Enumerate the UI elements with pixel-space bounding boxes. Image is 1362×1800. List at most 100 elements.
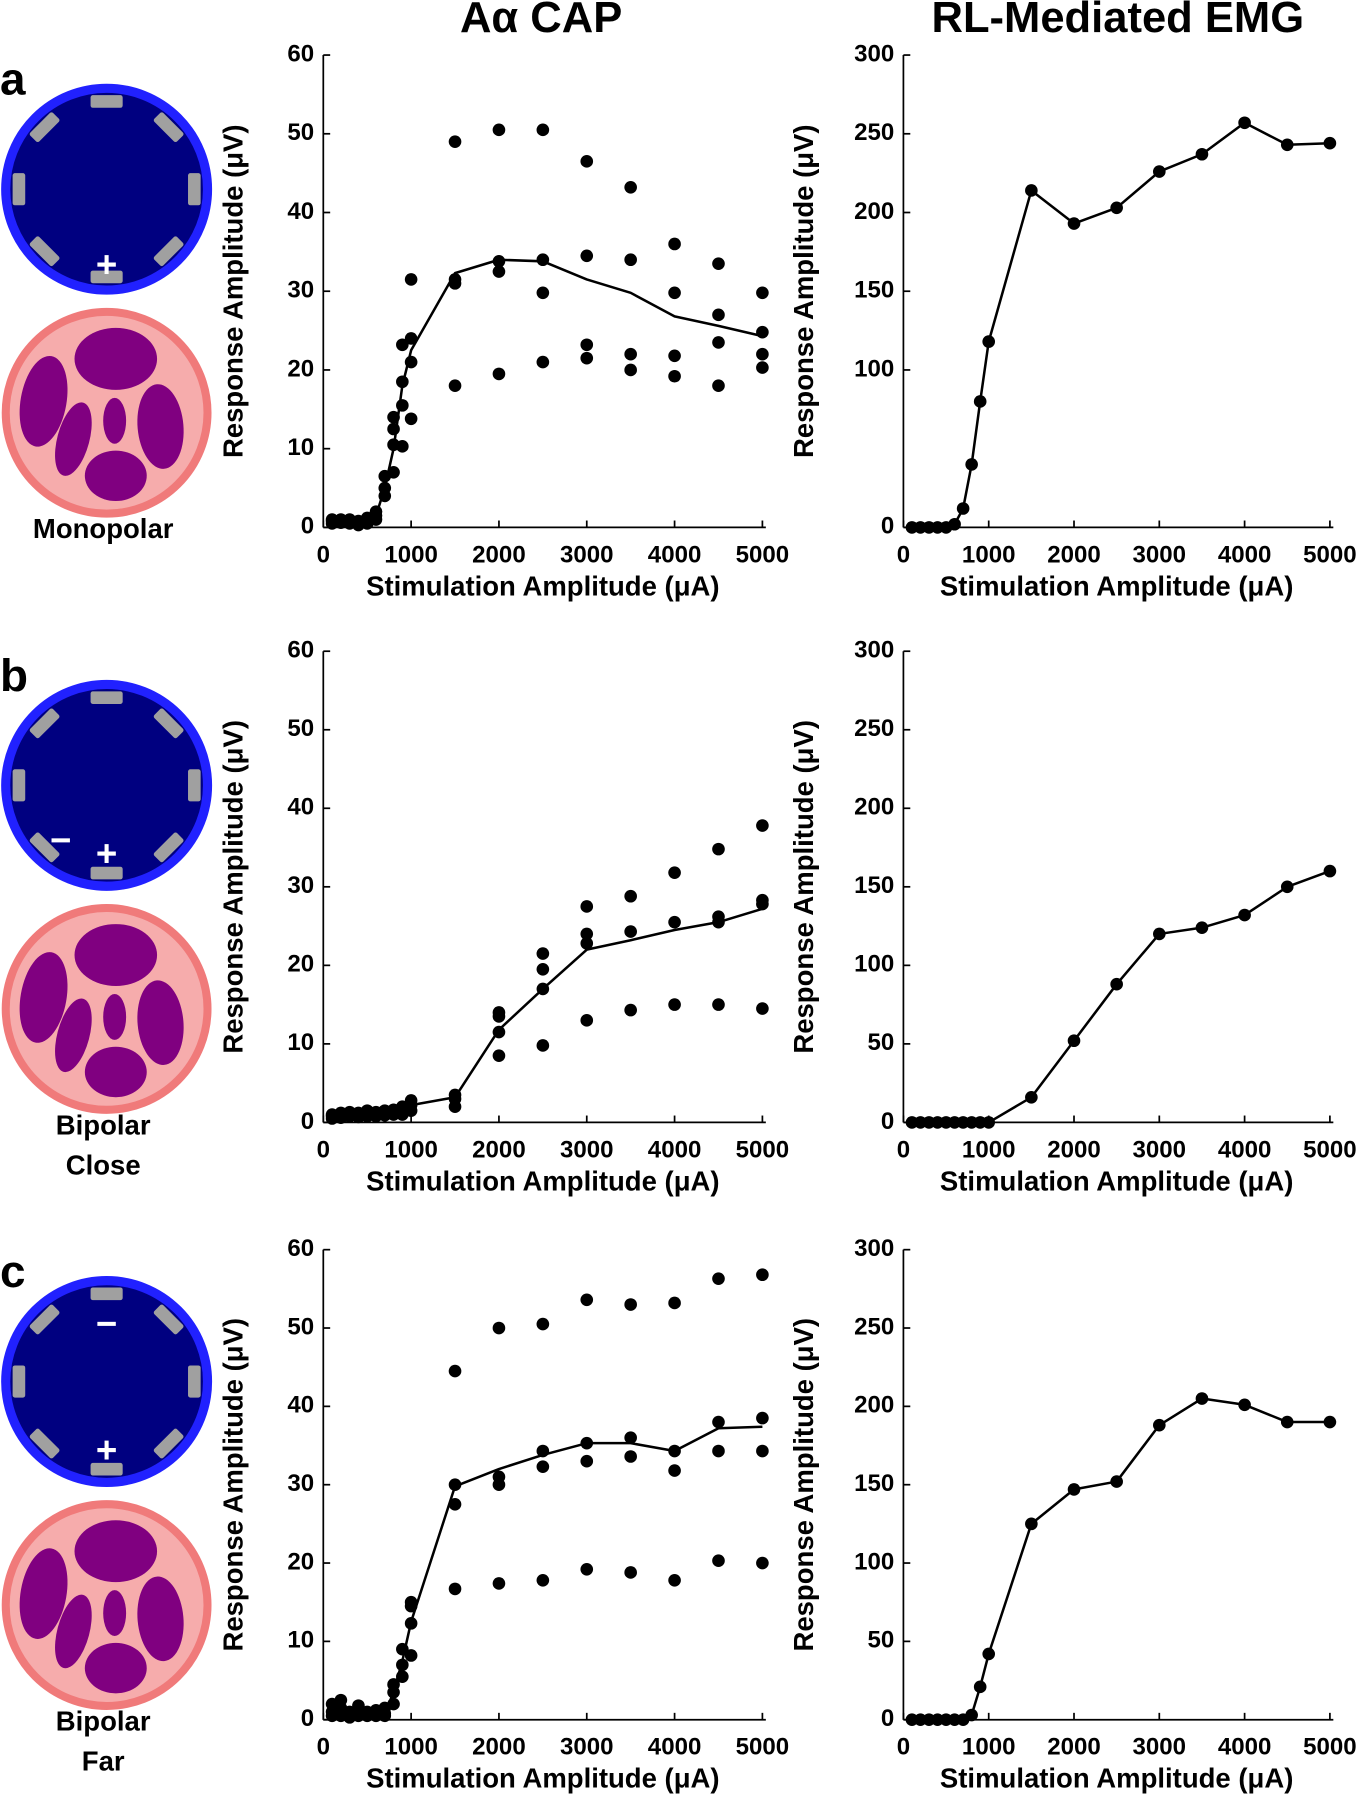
y-tick-label: 300 xyxy=(854,1235,894,1262)
y-tick-label: 100 xyxy=(854,355,894,382)
data-point xyxy=(536,286,550,300)
contact xyxy=(90,866,123,880)
data-point xyxy=(492,1577,506,1590)
electrode-diagram: + xyxy=(1,83,213,295)
series-line xyxy=(331,1425,763,1717)
data-point xyxy=(404,273,418,286)
y-tick-label: 50 xyxy=(287,715,314,742)
data-point xyxy=(756,893,769,907)
contact xyxy=(90,270,123,284)
data-point xyxy=(624,181,637,194)
y-tick-label: 50 xyxy=(867,1029,894,1056)
contact xyxy=(29,236,60,267)
data-point xyxy=(1025,1090,1038,1104)
data-point xyxy=(580,1563,594,1576)
data-point xyxy=(668,1296,681,1310)
contact xyxy=(12,173,26,206)
configuration-label: Bipolar xyxy=(56,1705,151,1736)
nerve-diagram xyxy=(1,1500,212,1710)
y-tick-label: 0 xyxy=(301,1108,314,1135)
data-point xyxy=(492,1478,506,1492)
panel-letter: c xyxy=(0,1245,25,1297)
fascicle xyxy=(55,1594,92,1669)
data-point xyxy=(756,1411,769,1425)
data-point xyxy=(536,1573,550,1587)
contact xyxy=(12,769,26,802)
y-tick-label: 300 xyxy=(854,40,894,67)
y-axis-label: Response Amplitude (μV) xyxy=(217,124,248,458)
y-tick-label: 100 xyxy=(854,1548,894,1575)
data-point xyxy=(756,1556,769,1570)
contact xyxy=(153,112,184,143)
contact xyxy=(153,1428,184,1459)
data-point xyxy=(668,349,681,363)
data-point xyxy=(668,286,681,300)
data-point xyxy=(712,842,725,856)
contact xyxy=(29,1304,60,1335)
contact xyxy=(90,1462,123,1476)
data-point xyxy=(387,465,400,479)
x-tick-label: 5000 xyxy=(1303,1734,1357,1761)
data-point xyxy=(624,889,637,903)
data-point xyxy=(580,338,594,352)
data-point xyxy=(982,1647,996,1661)
data-point xyxy=(965,458,978,471)
data-point xyxy=(756,1444,769,1458)
x-tick-label: 4000 xyxy=(648,541,702,568)
x-tick-label: 4000 xyxy=(1218,1734,1272,1761)
y-tick-label: 40 xyxy=(287,1392,314,1419)
data-point xyxy=(580,1293,594,1307)
x-tick-label: 0 xyxy=(317,541,330,568)
y-tick-label: 150 xyxy=(854,1470,894,1497)
configuration-label: Far xyxy=(82,1746,125,1777)
data-point xyxy=(492,1049,506,1062)
x-tick-label: 1000 xyxy=(384,1136,438,1163)
data-point xyxy=(404,412,418,426)
contact xyxy=(90,95,123,108)
data-point xyxy=(712,910,725,923)
data-point xyxy=(973,395,987,408)
x-tick-label: 2000 xyxy=(472,541,526,568)
data-point xyxy=(965,1708,978,1722)
data-point xyxy=(492,265,506,278)
y-tick-label: 150 xyxy=(854,277,894,304)
data-point xyxy=(712,1272,725,1285)
data-point xyxy=(448,1582,462,1596)
contact xyxy=(188,769,201,802)
panel-letter: a xyxy=(0,53,26,105)
data-point xyxy=(536,947,550,960)
fascicle xyxy=(137,384,184,469)
data-point xyxy=(448,379,462,393)
y-tick-label: 200 xyxy=(854,794,894,821)
data-point xyxy=(712,257,725,270)
y-tick-label: 0 xyxy=(881,1705,894,1732)
electrode-diagram: −+ xyxy=(1,679,213,891)
fascicle xyxy=(74,1520,158,1583)
x-tick-label: 2000 xyxy=(472,1734,526,1761)
x-axis-label: Stimulation Amplitude (μA) xyxy=(366,1165,719,1196)
data-point xyxy=(536,1039,550,1052)
data-point xyxy=(580,249,594,263)
data-point xyxy=(756,361,769,374)
data-point xyxy=(448,135,462,148)
data-point xyxy=(1238,1398,1251,1412)
data-point xyxy=(668,915,681,929)
data-point xyxy=(1025,1517,1038,1531)
y-tick-label: 250 xyxy=(854,715,894,742)
fascicle xyxy=(74,327,158,390)
data-point xyxy=(1067,217,1081,230)
data-point xyxy=(1280,880,1294,894)
polarity-sign: − xyxy=(96,1303,117,1344)
contact xyxy=(90,691,123,704)
data-point xyxy=(1238,116,1251,130)
data-point xyxy=(624,1003,637,1017)
data-point xyxy=(624,1566,637,1579)
series-line xyxy=(332,258,763,525)
y-axis-label: Response Amplitude (μV) xyxy=(217,1318,248,1652)
polarity-sign: + xyxy=(96,244,117,285)
data-point xyxy=(492,123,506,137)
data-point xyxy=(956,502,970,515)
data-point xyxy=(668,1464,681,1477)
data-point xyxy=(1152,927,1166,941)
contact xyxy=(29,1428,60,1459)
